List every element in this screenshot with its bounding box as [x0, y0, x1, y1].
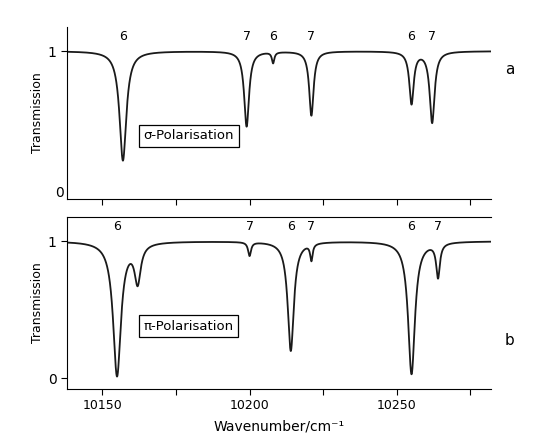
Text: 6: 6: [407, 220, 416, 233]
Text: 6: 6: [119, 30, 127, 43]
Text: σ-Polarisation: σ-Polarisation: [143, 130, 234, 142]
Text: b: b: [505, 333, 514, 348]
Text: 7: 7: [307, 220, 315, 233]
Text: 7: 7: [307, 30, 315, 43]
Text: 6: 6: [407, 30, 416, 43]
Text: 7: 7: [434, 220, 442, 233]
Text: a: a: [505, 62, 514, 77]
Text: π-Polarisation: π-Polarisation: [143, 320, 234, 332]
Text: 7: 7: [243, 30, 251, 43]
Text: 7: 7: [428, 30, 436, 43]
Text: 6: 6: [113, 220, 121, 233]
Text: 6: 6: [269, 30, 277, 43]
Y-axis label: Transmission: Transmission: [31, 263, 44, 343]
X-axis label: Wavenumber/cm⁻¹: Wavenumber/cm⁻¹: [214, 419, 344, 433]
Text: 6: 6: [287, 220, 295, 233]
Text: 0: 0: [55, 187, 64, 200]
Y-axis label: Transmission: Transmission: [31, 72, 44, 153]
Text: 7: 7: [246, 220, 253, 233]
